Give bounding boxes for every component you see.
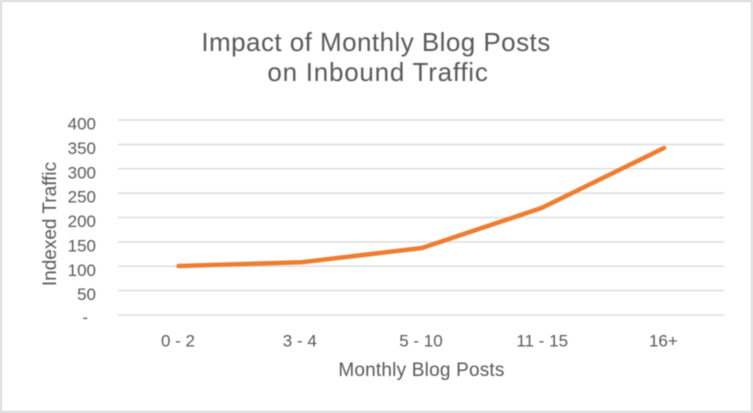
svg-text:100: 100	[68, 261, 96, 280]
svg-text:150: 150	[68, 236, 96, 255]
svg-text:Indexed Traffic: Indexed Traffic	[40, 162, 61, 286]
svg-text:250: 250	[68, 188, 96, 207]
svg-text:on Inbound Traffic: on Inbound Traffic	[267, 57, 488, 87]
svg-text:300: 300	[68, 163, 96, 182]
svg-text:50: 50	[77, 285, 96, 304]
svg-text:350: 350	[68, 139, 96, 158]
svg-text:5 - 10: 5 - 10	[399, 331, 442, 350]
svg-text:200: 200	[68, 212, 96, 231]
svg-text:Monthly Blog Posts: Monthly Blog Posts	[338, 360, 504, 381]
svg-text:11 - 15: 11 - 15	[516, 331, 568, 350]
svg-text:3 - 4: 3 - 4	[283, 331, 317, 350]
svg-text:400: 400	[68, 115, 96, 134]
svg-text:0 - 2: 0 - 2	[161, 331, 195, 350]
svg-text:-: -	[82, 308, 88, 327]
svg-text:16+: 16+	[649, 331, 678, 350]
svg-text:Impact of Monthly Blog Posts: Impact of Monthly Blog Posts	[201, 27, 550, 57]
